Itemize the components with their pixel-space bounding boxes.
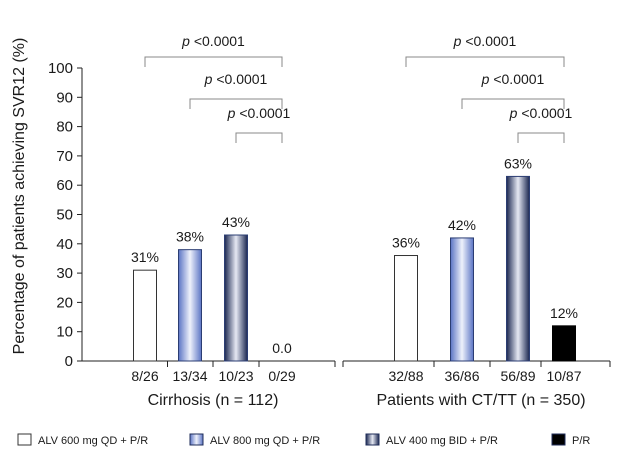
bar-value-label: 12% xyxy=(550,305,578,321)
y-tick-label: 60 xyxy=(56,177,73,194)
legend-item: ALV 800 mg QD + P/R xyxy=(189,433,320,447)
bracket-line xyxy=(405,56,565,67)
bracket-line xyxy=(144,56,283,67)
p-value-brackets: p <0.0001 p <0.0001 p <0.0001 p <0.0001 p <0… xyxy=(144,33,573,143)
y-tick-label: 0 xyxy=(65,353,73,370)
p-value-label: p <0.0001 xyxy=(481,71,545,87)
p-value-label: p <0.0001 xyxy=(453,33,517,49)
y-ticks: 0 10 20 30 40 50 60 70 80 90 100 xyxy=(48,60,82,370)
y-tick-label: 30 xyxy=(56,265,73,282)
legend: ALV 600 mg QD + P/R ALV 800 mg QD + P/R AL… xyxy=(17,433,590,447)
bar-value-label: 36% xyxy=(392,235,420,251)
p-value-bracket: p <0.0001 xyxy=(189,71,283,109)
legend-label: ALV 400 mg BID + P/R xyxy=(386,435,498,447)
group-label: Patients with CT/TT (n = 350) xyxy=(376,392,585,409)
bar xyxy=(394,255,418,362)
bar-group: 31% 8/26 38% 13/34 43% 10/23 0.0 0/29 Cirrhosis … xyxy=(131,214,296,409)
bar-fraction-label: 56/89 xyxy=(500,368,535,384)
legend-item: P/R xyxy=(551,433,590,447)
bar-fraction-label: 13/34 xyxy=(172,368,207,384)
bar-value-label: 42% xyxy=(448,217,476,233)
bar xyxy=(133,269,157,362)
bar-value-label: 38% xyxy=(176,229,204,245)
group-label: Cirrhosis (n = 112) xyxy=(148,392,279,409)
y-tick-label: 90 xyxy=(56,89,73,106)
legend-item: ALV 400 mg BID + P/R xyxy=(365,433,498,447)
bar xyxy=(224,234,248,362)
bar-fraction-label: 10/87 xyxy=(546,368,581,384)
bar-value-label: 43% xyxy=(222,214,250,230)
bar-value-label: 31% xyxy=(131,249,159,265)
legend-label: ALV 600 mg QD + P/R xyxy=(38,435,148,447)
y-tick-label: 100 xyxy=(48,60,73,77)
y-tick-label: 20 xyxy=(56,294,73,311)
bar-fraction-label: 36/86 xyxy=(444,368,479,384)
bar xyxy=(552,325,576,362)
y-axis-label: Percentage of patients achieving SVR12 (… xyxy=(11,38,28,355)
p-value-label: p <0.0001 xyxy=(509,105,573,121)
legend-item: ALV 600 mg QD + P/R xyxy=(17,433,148,447)
bar-fraction-label: 10/23 xyxy=(218,368,253,384)
bar-value-label: 0.0 xyxy=(272,340,292,356)
bar-fraction-label: 0/29 xyxy=(268,368,295,384)
bar xyxy=(178,249,202,362)
p-value-bracket: p <0.0001 xyxy=(227,105,291,143)
bracket-line xyxy=(517,132,565,143)
p-value-bracket: p <0.0001 xyxy=(405,33,565,67)
bar-group: 36% 32/88 42% 36/86 63% 56/89 12% 10/87 Patients… xyxy=(376,155,585,409)
y-tick-label: 80 xyxy=(56,119,73,136)
bar xyxy=(506,175,530,362)
bracket-line xyxy=(235,132,283,143)
y-tick-label: 70 xyxy=(56,148,73,165)
bar xyxy=(450,237,474,362)
p-value-bracket: p <0.0001 xyxy=(461,71,565,109)
bracket-line xyxy=(461,98,565,109)
p-value-bracket: p <0.0001 xyxy=(144,33,283,67)
y-tick-label: 40 xyxy=(56,236,73,253)
p-value-label: p <0.0001 xyxy=(227,105,291,121)
legend-swatch xyxy=(551,433,566,446)
bracket-line xyxy=(189,98,283,109)
p-value-bracket: p <0.0001 xyxy=(509,105,573,143)
p-value-label: p <0.0001 xyxy=(204,71,268,87)
legend-label: P/R xyxy=(572,435,590,447)
legend-swatch xyxy=(17,433,32,446)
y-tick-label: 10 xyxy=(56,324,73,341)
y-tick-label: 50 xyxy=(56,207,73,224)
bar-value-label: 63% xyxy=(504,155,532,171)
bar-fraction-label: 32/88 xyxy=(388,368,423,384)
legend-label: ALV 800 mg QD + P/R xyxy=(210,435,320,447)
bar-groups: 31% 8/26 38% 13/34 43% 10/23 0.0 0/29 Cirrhosis … xyxy=(131,155,586,409)
bar-fraction-label: 8/26 xyxy=(131,368,158,384)
p-value-label: p <0.0001 xyxy=(181,33,245,49)
legend-swatch xyxy=(189,433,204,446)
legend-swatch xyxy=(365,433,380,446)
